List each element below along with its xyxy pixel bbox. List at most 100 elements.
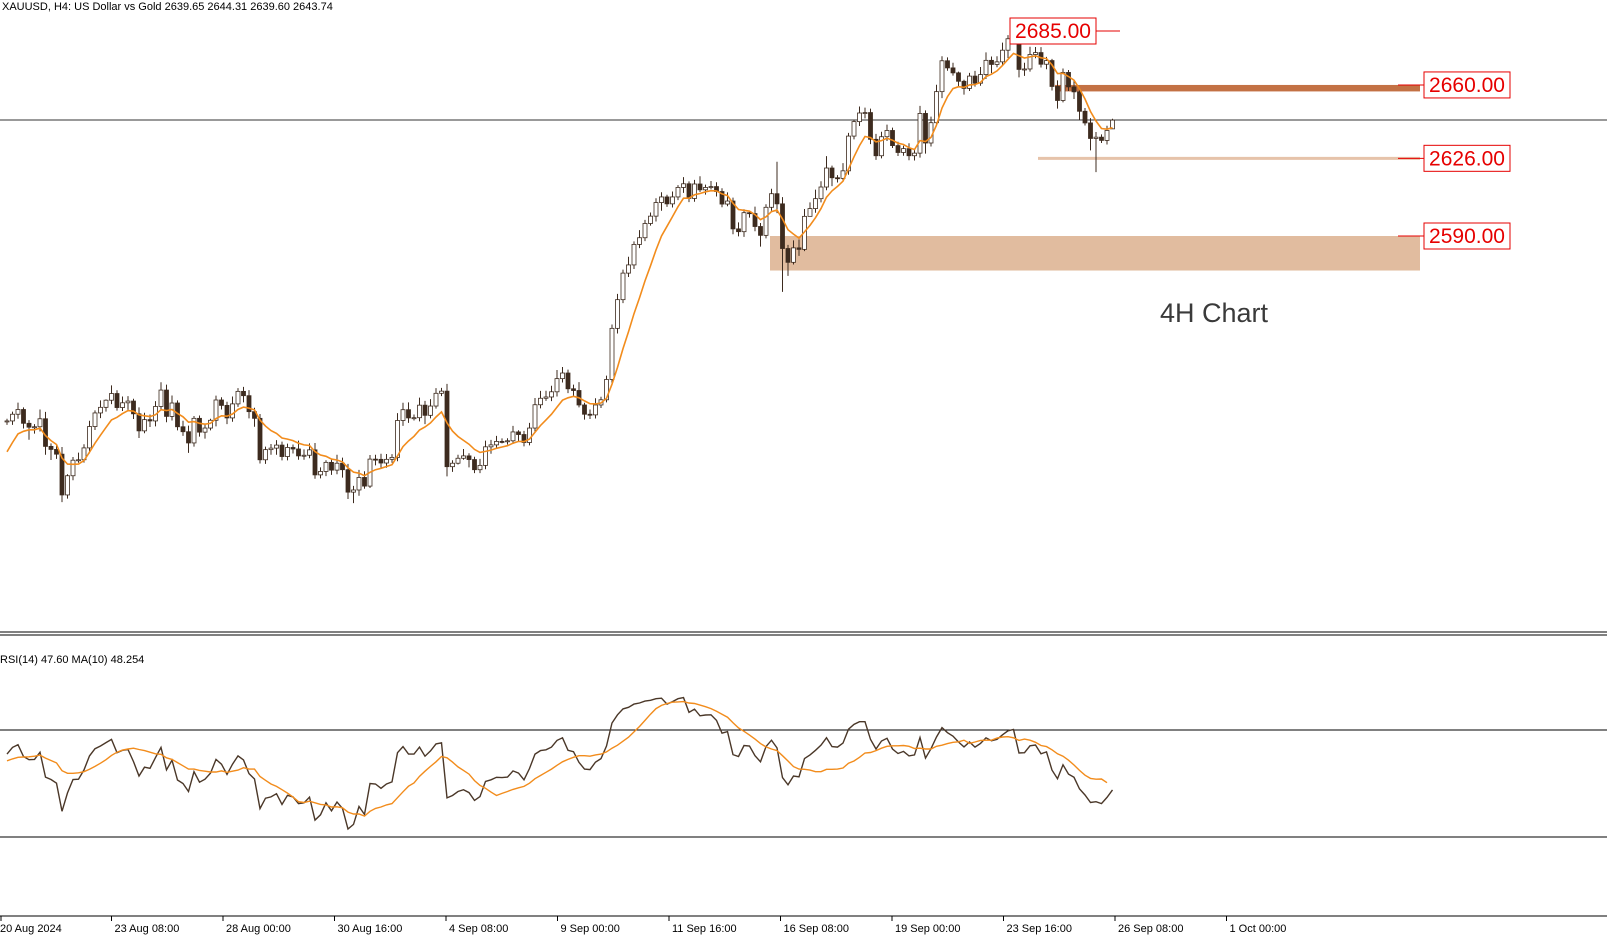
candle-body [1005,38,1011,51]
candle-body [340,462,345,471]
x-tick-label: 20 Aug 2024 [0,923,62,935]
candle-body [406,409,411,419]
x-tick-label: 4 Sep 08:00 [449,923,508,935]
candle-body [219,399,224,406]
candle-body [934,91,939,124]
x-tick-label: 1 Oct 00:00 [1230,923,1287,935]
rsi-label: RSI(14) 47.60 MA(10) 48.254 [0,654,144,666]
candle-body [263,449,268,461]
candle-body [615,299,620,329]
level-2590-00-tag-box [1423,222,1511,250]
candle-body [648,215,653,224]
candle-body [1099,136,1104,141]
candle-body [626,264,631,274]
candle-body [164,389,169,417]
candle-body [422,404,428,416]
candle-body [32,426,37,429]
candle-body [373,458,378,461]
candle-body [901,148,906,153]
candle-body [593,404,598,416]
candle-body [384,458,389,464]
candle-body [312,449,318,476]
candle-body [439,390,444,394]
candle-body [307,449,312,456]
candle-body [224,404,230,419]
candle-body [543,396,549,399]
candle-body [1088,122,1093,139]
x-tick-label: 23 Sep 16:00 [1007,923,1072,935]
candle-body [906,148,912,157]
candle-body [21,409,26,424]
rsi-layer: RSI(14) 47.60 MA(10) 48.254 [0,654,1607,838]
candle-body [345,469,351,493]
x-tick-label: 19 Sep 00:00 [895,923,960,935]
candle-body [796,247,802,250]
candle-body [494,441,499,446]
grid-layer [0,119,1607,917]
level-2626-00-tag-box [1423,144,1511,172]
candle-body [477,464,483,471]
candle-body [785,248,791,263]
zones-layer [770,84,1420,271]
candle-body [604,379,609,401]
candle-body [582,404,587,415]
candle-body [791,247,796,263]
candle-body [571,388,576,391]
candle-body [510,431,516,442]
candle-body [780,203,785,249]
candle-body [516,431,521,435]
candle-body [961,80,967,89]
candle-body [1071,86,1077,93]
x-tick-label: 16 Sep 08:00 [784,923,849,935]
level-2590-00-zone [770,236,1420,271]
candle-body [807,208,813,217]
candle-body [769,193,774,208]
candle-body [268,447,274,451]
candle-body [681,183,686,188]
candle-body [257,417,263,461]
candle-body [967,75,972,89]
candle-body [351,489,356,493]
candle-body [323,461,329,472]
candle-body [950,67,956,74]
candle-body [48,445,54,450]
candle-body [318,471,323,476]
candle-body [956,72,961,82]
candle-body [389,456,395,460]
candle-body [1066,72,1071,88]
candle-body [125,400,131,404]
candle-body [774,193,780,205]
candle-body [142,419,147,432]
candle-body [466,455,472,460]
candle-body [620,272,626,301]
candle-body [362,477,367,487]
candle-body [87,426,92,449]
candle-body [461,455,466,459]
candle-body [455,457,461,464]
candle-body [763,206,769,236]
candle-body [428,405,433,416]
candle-body [868,112,873,140]
candle-body [191,417,197,444]
candle-body [873,138,879,157]
candle-body [736,228,741,233]
candle-body [356,477,362,491]
candle-body [686,183,692,199]
x-tick-label: 9 Sep 00:00 [561,923,620,935]
candle-body [1082,110,1088,124]
candle-body [279,444,285,457]
candle-body [538,397,543,406]
candle-body [670,196,675,205]
candle-body [54,449,59,455]
candle-body [180,426,186,433]
candle-body [147,419,153,422]
candle-body [109,393,114,401]
candle-body [890,130,895,146]
candle-body [499,441,505,443]
candle-body [114,393,120,408]
candle-body [1093,136,1099,139]
candle-body [725,200,730,205]
candle-body [653,202,659,217]
